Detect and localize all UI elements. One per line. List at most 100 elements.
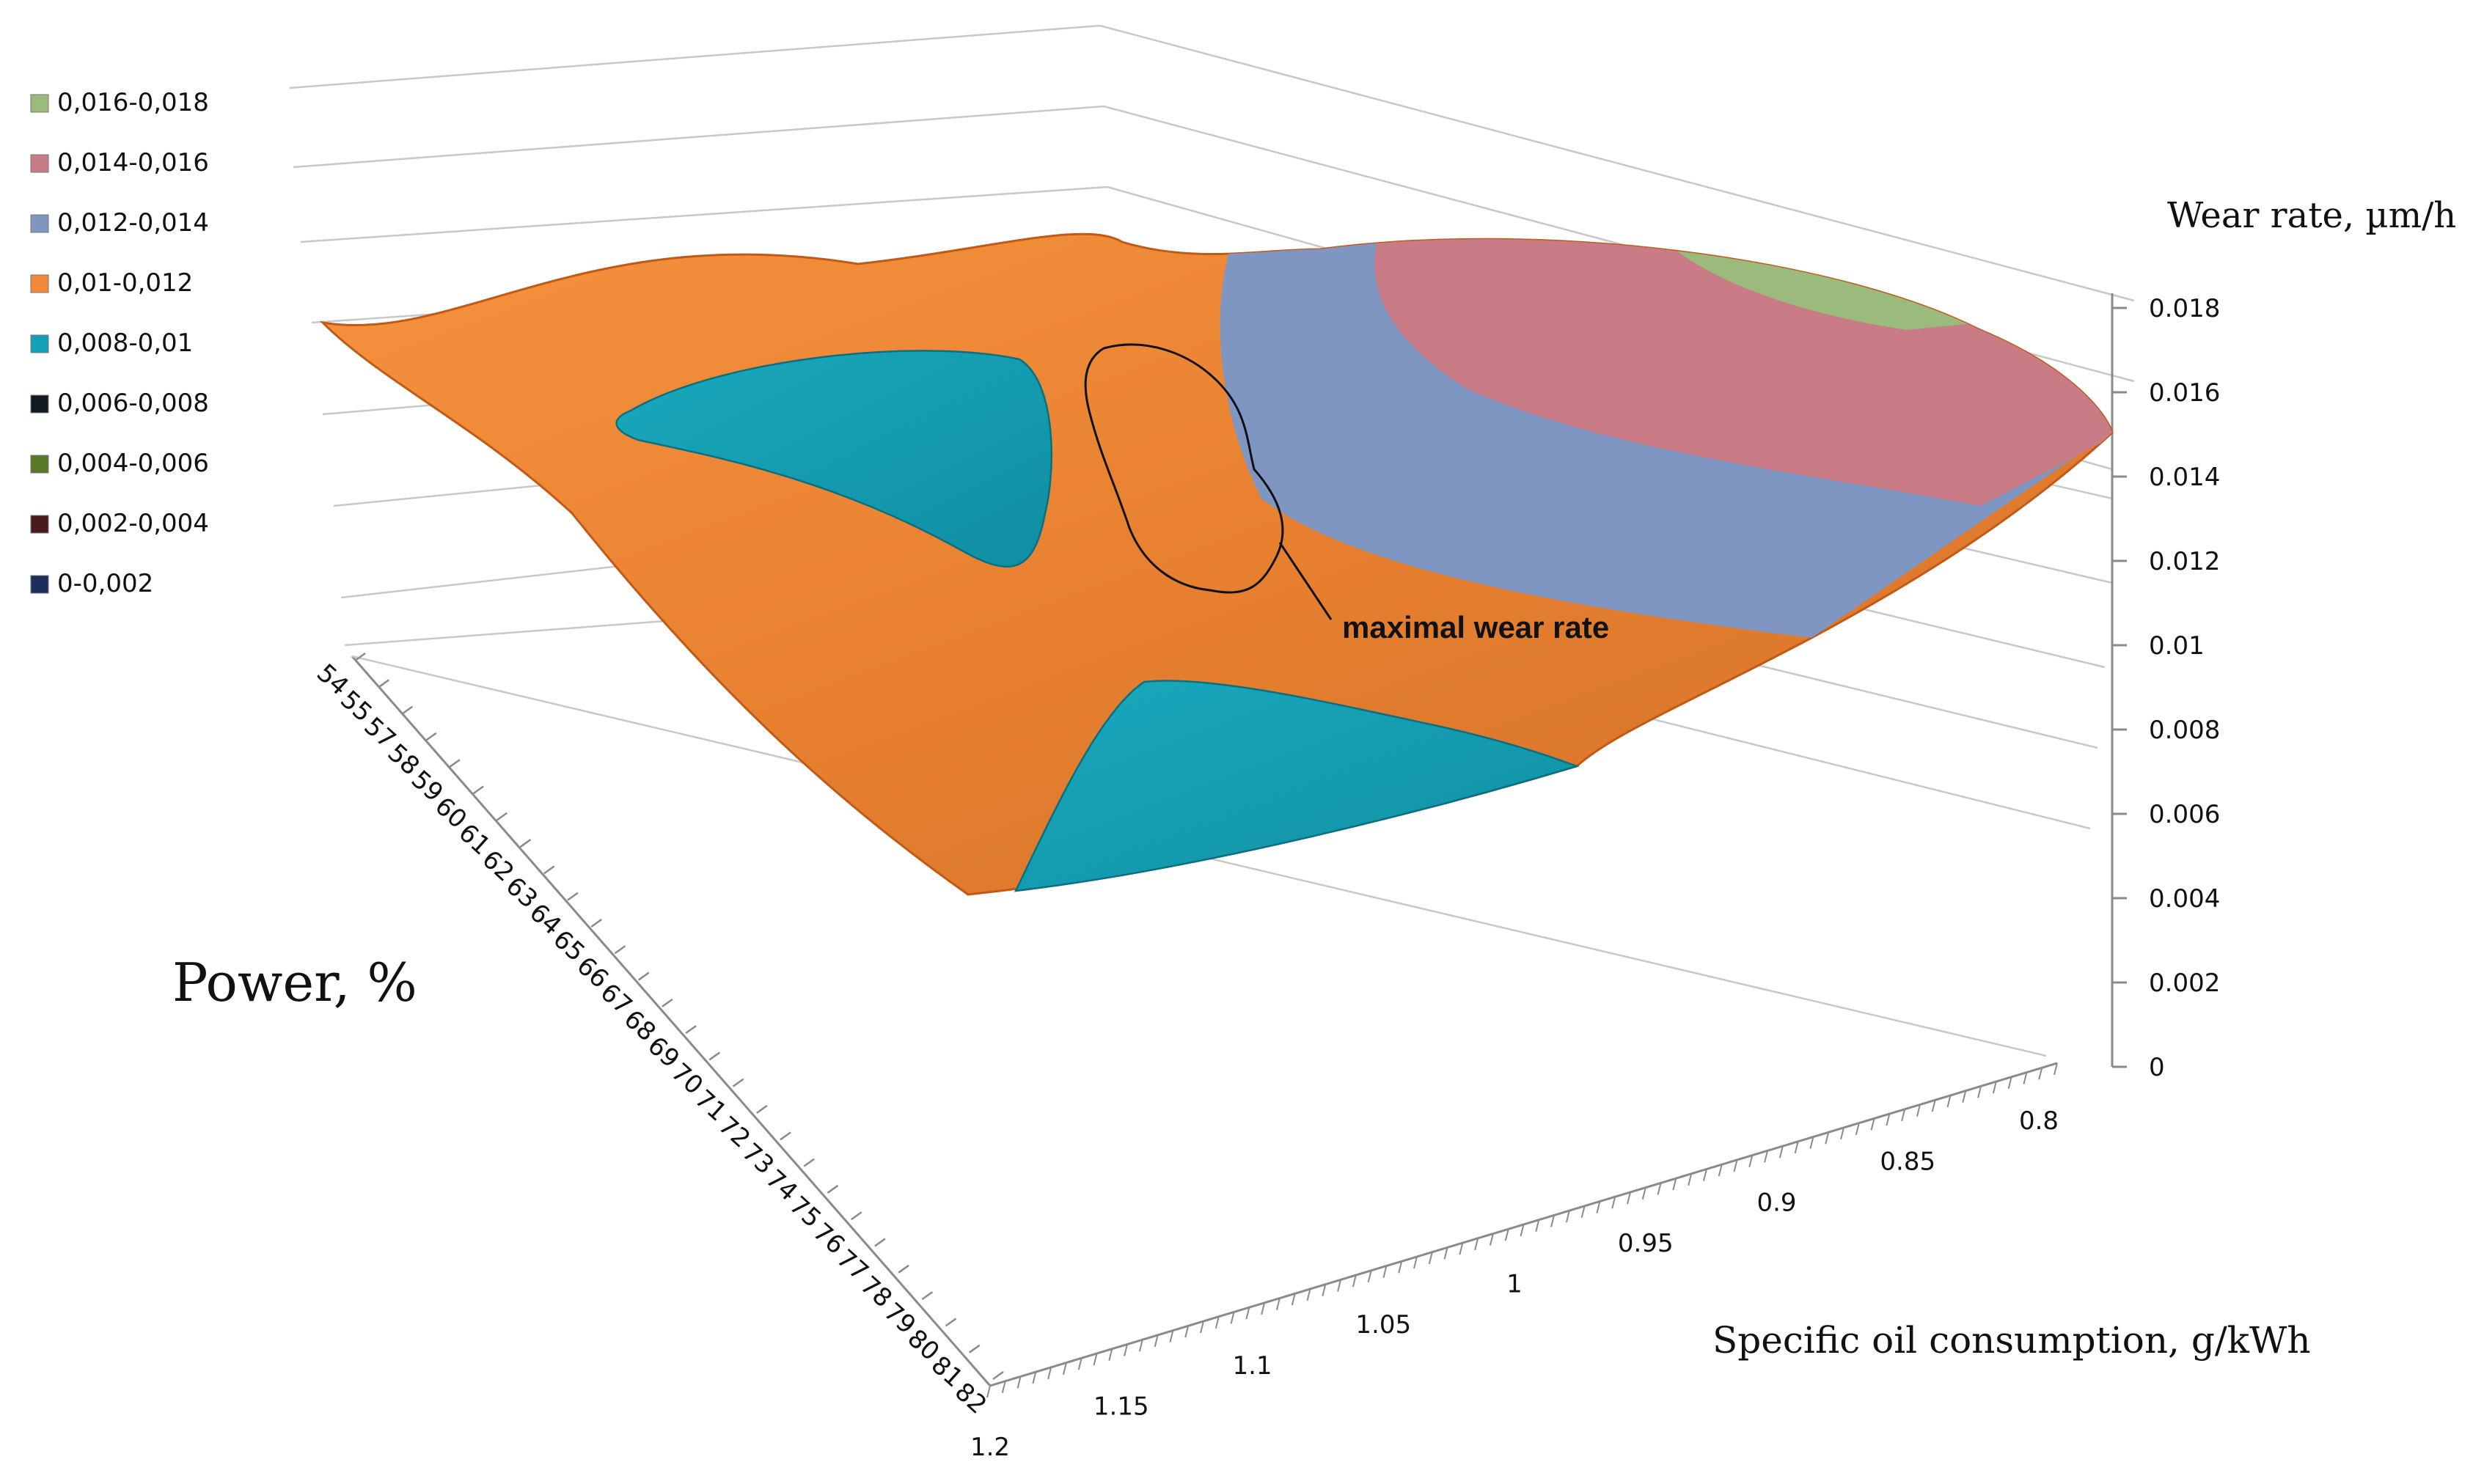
y-tick-mark xyxy=(921,1291,934,1301)
surface-teal-left-region xyxy=(615,350,1052,568)
x-tick-mark xyxy=(1032,1371,1037,1384)
x-tick-mark xyxy=(1200,1320,1204,1334)
y-tick-mark xyxy=(898,1264,909,1274)
x-tick-label: 1.05 xyxy=(1355,1310,1411,1340)
z-tick-label: 0.01 xyxy=(2149,631,2205,661)
legend-swatch xyxy=(30,214,49,233)
x-tick-mark xyxy=(1688,1173,1693,1186)
y-tick-mark xyxy=(803,1158,815,1167)
x-tick-mark xyxy=(2038,1068,2043,1080)
x-tick-mark xyxy=(1840,1127,1844,1140)
x-tick-mark xyxy=(1413,1256,1418,1269)
x-tick-mark xyxy=(1702,1169,1707,1181)
x-tick-mark xyxy=(1550,1215,1556,1227)
y-tick-mark xyxy=(425,732,437,741)
y-tick-mark xyxy=(519,839,532,848)
x-tick-mark xyxy=(1504,1229,1509,1241)
legend-swatch xyxy=(30,515,49,534)
y-tick-mark xyxy=(401,705,414,715)
x-tick-mark xyxy=(1367,1270,1372,1283)
x-tick-mark xyxy=(1169,1330,1174,1342)
x-tick-mark xyxy=(1138,1339,1143,1352)
x-tick-mark xyxy=(1535,1219,1540,1232)
x-tick-mark xyxy=(1778,1145,1784,1158)
legend-swatch xyxy=(30,394,49,414)
x-tick-mark xyxy=(1352,1274,1357,1288)
y-tick-mark xyxy=(685,1025,697,1035)
x-axis-minor-ticks xyxy=(986,1062,2058,1398)
legend-label: 0,01-0,012 xyxy=(57,268,193,298)
x-tick-labels: 0.8 0.85 0.9 0.95 1 1.05 1.1 1.15 1.2 xyxy=(970,1106,2059,1462)
x-tick-mark xyxy=(1275,1298,1281,1310)
legend-label: 0,012-0,014 xyxy=(57,208,209,238)
x-tick-mark xyxy=(1825,1132,1830,1145)
x-tick-mark xyxy=(1916,1104,1921,1117)
x-tick-mark xyxy=(1322,1284,1327,1296)
y-tick-mark xyxy=(567,892,579,901)
x-tick-mark xyxy=(1291,1293,1296,1306)
x-tick-label: 1 xyxy=(1506,1270,1523,1299)
x-tick-mark xyxy=(1108,1348,1113,1361)
x-tick-mark xyxy=(986,1385,991,1398)
x-tick-mark xyxy=(1809,1136,1814,1149)
z-axis-title: Wear rate, µm/h xyxy=(2167,195,2456,236)
legend-label: 0,008-0,01 xyxy=(57,328,193,358)
x-tick-mark xyxy=(1520,1224,1525,1237)
legend-swatch xyxy=(30,274,49,293)
y-tick-mark xyxy=(874,1238,886,1247)
x-axis-title: Specific oil consumption, g/kWh xyxy=(1712,1319,2311,1362)
x-tick-mark xyxy=(2023,1072,2028,1084)
x-tick-mark xyxy=(1337,1279,1342,1292)
x-tick-mark xyxy=(1946,1095,1952,1108)
z-tick-label: 0.012 xyxy=(2149,547,2220,576)
z-tick-label: 0.004 xyxy=(2149,884,2220,914)
legend-swatch xyxy=(30,154,49,173)
legend-swatch xyxy=(30,334,49,353)
legend-label: 0,004-0,006 xyxy=(57,449,209,478)
x-tick-mark xyxy=(2053,1062,2058,1076)
wear-surface xyxy=(319,232,2114,896)
x-tick-mark xyxy=(1047,1367,1052,1380)
x-tick-mark xyxy=(1489,1233,1494,1246)
z-axis xyxy=(2111,293,2127,1068)
y-tick-mark xyxy=(543,865,555,875)
y-axis-title: Power, % xyxy=(172,952,417,1013)
legend-label: 0-0,002 xyxy=(57,569,153,598)
x-tick-mark xyxy=(1718,1164,1723,1177)
legend-label: 0,002-0,004 xyxy=(57,509,209,538)
legend-label: 0,014-0,016 xyxy=(57,148,209,177)
y-tick-mark xyxy=(992,1370,1004,1381)
x-tick-label: 0.85 xyxy=(1880,1147,1935,1177)
x-tick-mark xyxy=(1124,1344,1129,1356)
x-tick-mark xyxy=(1001,1381,1006,1393)
x-tick-mark xyxy=(1764,1150,1769,1163)
x-tick-mark xyxy=(1596,1201,1601,1213)
x-tick-label: 0.8 xyxy=(2019,1106,2059,1136)
y-tick-mark xyxy=(614,945,626,955)
x-tick-mark xyxy=(1093,1353,1098,1366)
annotation-label: maximal wear rate xyxy=(1342,610,1609,644)
z-tick-label: 0.016 xyxy=(2149,378,2220,408)
y-tick-mark xyxy=(354,652,366,662)
legend-swatch xyxy=(30,94,49,113)
x-tick-mark xyxy=(1870,1118,1875,1131)
y-tick-mark xyxy=(732,1078,744,1087)
x-tick-mark xyxy=(1184,1326,1190,1338)
y-tick-mark xyxy=(780,1131,791,1141)
z-tick-label: 0.008 xyxy=(2149,716,2220,745)
x-tick-mark xyxy=(1382,1266,1388,1278)
x-tick-mark xyxy=(1977,1086,1982,1098)
x-tick-mark xyxy=(1733,1159,1738,1172)
z-tick-label: 0 xyxy=(2149,1053,2165,1082)
legend: 0,016-0,018 0,014-0,016 0,012-0,014 0,01-0,… xyxy=(30,88,209,598)
surface-teal-bottom-region xyxy=(1014,680,1580,892)
y-tick-mark xyxy=(378,679,389,688)
y-tick-mark xyxy=(662,998,673,1007)
x-tick-mark xyxy=(1962,1090,1967,1103)
y-tick-mark xyxy=(827,1184,839,1194)
x-tick-mark xyxy=(1627,1191,1631,1205)
x-tick-mark xyxy=(1398,1261,1403,1274)
x-tick-mark xyxy=(1748,1155,1754,1167)
x-tick-mark xyxy=(1901,1109,1906,1122)
